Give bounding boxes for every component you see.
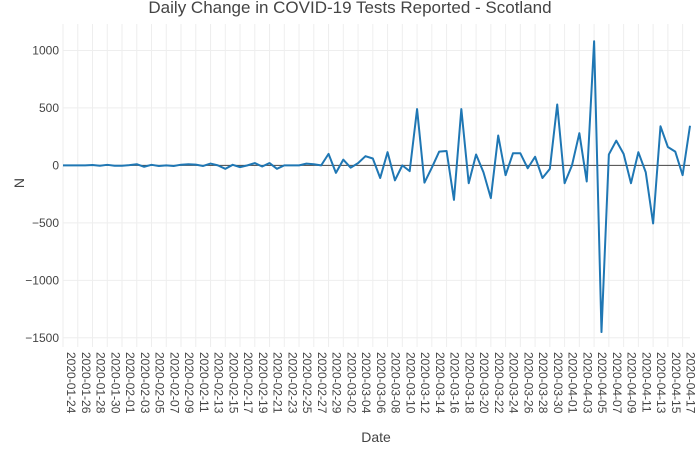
chart-title: Daily Change in COVID-19 Tests Reported … [148, 0, 551, 17]
x-tick-label: 2020-02-09 [182, 352, 196, 414]
y-tick-label: 1000 [32, 43, 59, 57]
x-tick-label: 2020-04-09 [625, 352, 639, 414]
x-tick-label: 2020-03-16 [448, 352, 462, 414]
x-tick-label: 2020-04-17 [684, 352, 698, 414]
y-tick-label: −500 [32, 216, 59, 230]
x-tick-label: 2020-04-15 [669, 352, 683, 414]
x-tick-label: 2020-04-07 [610, 352, 624, 414]
x-tick-label: 2020-03-26 [521, 352, 535, 414]
y-tick-label: 500 [39, 101, 59, 115]
x-tick-label: 2020-03-02 [344, 352, 358, 414]
x-tick-label: 2020-02-03 [138, 352, 152, 414]
x-tick-label: 2020-03-28 [536, 352, 550, 414]
x-tick-label: 2020-03-14 [433, 352, 447, 414]
x-tick-label: 2020-02-29 [330, 352, 344, 414]
x-tick-label: 2020-02-27 [315, 352, 329, 414]
x-tick-label: 2020-03-22 [492, 352, 506, 414]
plot-area [63, 40, 691, 334]
x-tick-label: 2020-01-26 [79, 352, 93, 414]
x-tick-label: 2020-02-23 [285, 352, 299, 414]
x-tick-label: 2020-04-05 [595, 352, 609, 414]
x-tick-label: 2020-03-08 [389, 352, 403, 414]
x-tick-label: 2020-02-01 [123, 352, 137, 414]
y-tick-label: 0 [52, 158, 59, 172]
x-tick-label: 2020-01-30 [108, 352, 122, 414]
y-axis-title: N [11, 178, 27, 188]
x-tick-label: 2020-02-17 [241, 352, 255, 414]
x-tick-label: 2020-02-07 [167, 352, 181, 414]
x-axis: 2020-01-24 2020-01-26 2020-01-28 2020-01-30… [64, 352, 698, 414]
x-tick-label: 2020-01-28 [94, 352, 108, 414]
series-line [63, 40, 691, 334]
x-tick-label: 2020-02-19 [256, 352, 270, 414]
x-tick-label: 2020-03-30 [551, 352, 565, 414]
x-tick-label: 2020-03-06 [374, 352, 388, 414]
x-tick-label: 2020-02-13 [212, 352, 226, 414]
x-tick-label: 2020-03-18 [462, 352, 476, 414]
x-axis-title: Date [361, 429, 391, 445]
x-tick-label: 2020-03-12 [418, 352, 432, 414]
x-tick-label: 2020-04-03 [580, 352, 594, 414]
x-tick-label: 2020-02-05 [153, 352, 167, 414]
x-tick-label: 2020-02-11 [197, 352, 211, 413]
x-tick-label: 2020-04-11 [639, 352, 653, 413]
y-tick-label: −1500 [25, 331, 59, 345]
y-axis: −1500 −1000 −500 0 500 1000 [25, 43, 59, 344]
y-tick-label: −1000 [25, 273, 59, 287]
x-tick-label: 2020-03-24 [507, 352, 521, 414]
x-tick-label: 2020-02-15 [226, 352, 240, 414]
x-tick-label: 2020-03-10 [403, 352, 417, 414]
x-tick-label: 2020-04-13 [654, 352, 668, 414]
x-tick-label: 2020-03-20 [477, 352, 491, 414]
x-tick-label: 2020-01-24 [64, 352, 78, 414]
gridlines [62, 24, 690, 347]
x-tick-label: 2020-03-04 [359, 352, 373, 414]
x-tick-label: 2020-02-25 [300, 352, 314, 414]
x-tick-label: 2020-04-01 [566, 352, 580, 414]
x-tick-label: 2020-02-21 [271, 352, 285, 414]
